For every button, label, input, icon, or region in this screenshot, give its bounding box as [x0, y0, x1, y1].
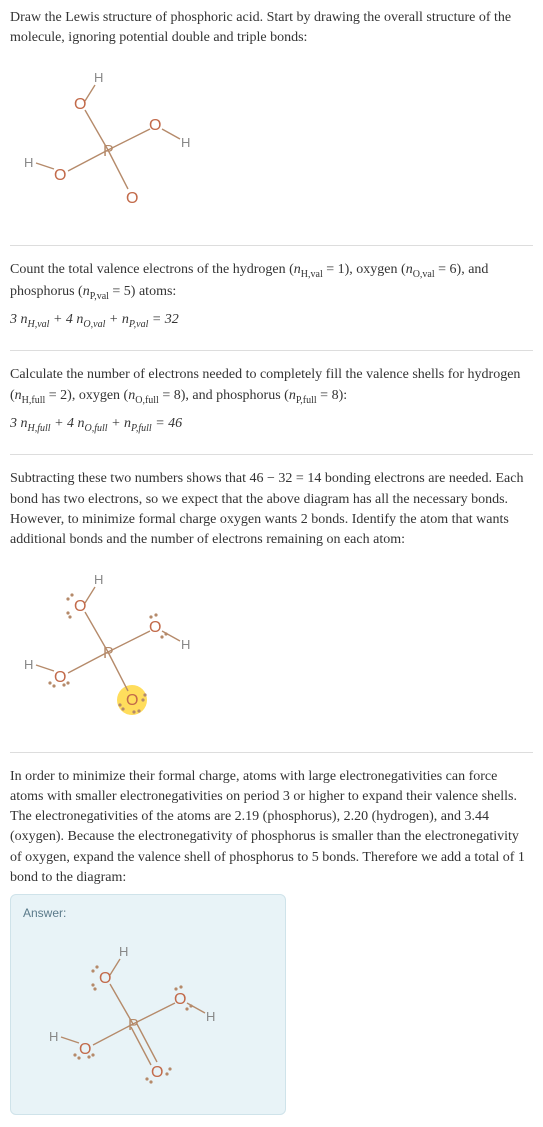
svg-text:H: H [206, 1009, 215, 1024]
atom-O-top: O [74, 96, 86, 113]
atom-H-right: H [181, 135, 190, 150]
diagram-skeleton: P O H O H O H O [10, 55, 533, 225]
atom-P: P [103, 143, 114, 160]
atom-O-right: O [149, 117, 161, 134]
svg-text:O: O [126, 692, 138, 709]
full-text: Calculate the number of electrons needed… [10, 365, 533, 408]
atom-H-top: H [94, 70, 103, 85]
svg-text:H: H [94, 572, 103, 587]
answer-label: Answer: [23, 905, 273, 922]
answer-box: Answer: [10, 894, 286, 1114]
atom-H-left: H [24, 155, 33, 170]
diagram-answer: P O H O H O H O [23, 929, 273, 1104]
svg-text:H: H [181, 637, 190, 652]
svg-text:O: O [151, 1064, 163, 1081]
diagram-lonepairs: P O H O H O H O [10, 557, 533, 732]
svg-text:H: H [119, 944, 128, 959]
section-valence: Count the total valence electrons of the… [10, 260, 533, 352]
full-formula: 3 nH,full + 4 nO,full + nP,full = 46 [10, 414, 533, 436]
bonding-text: Subtracting these two numbers shows that… [10, 469, 533, 550]
svg-text:O: O [54, 669, 66, 686]
svg-text:O: O [149, 619, 161, 636]
section-full: Calculate the number of electrons needed… [10, 365, 533, 455]
svg-text:P: P [103, 645, 114, 662]
intro-text: Draw the Lewis structure of phosphoric a… [10, 8, 533, 49]
svg-text:H: H [24, 657, 33, 672]
valence-formula: 3 nH,val + 4 nO,val + nP,val = 32 [10, 310, 533, 332]
svg-text:H: H [49, 1029, 58, 1044]
section-expand: In order to minimize their formal charge… [10, 767, 533, 1119]
svg-text:O: O [174, 991, 186, 1008]
svg-text:O: O [74, 598, 86, 615]
atom-O-left: O [54, 167, 66, 184]
section-bonding: Subtracting these two numbers shows that… [10, 469, 533, 752]
svg-text:P: P [128, 1017, 139, 1034]
valence-text: Count the total valence electrons of the… [10, 260, 533, 305]
svg-text:O: O [99, 970, 111, 987]
atom-O-bottom: O [126, 190, 138, 207]
section-intro: Draw the Lewis structure of phosphoric a… [10, 8, 533, 246]
svg-text:O: O [79, 1041, 91, 1058]
expand-text: In order to minimize their formal charge… [10, 767, 533, 889]
